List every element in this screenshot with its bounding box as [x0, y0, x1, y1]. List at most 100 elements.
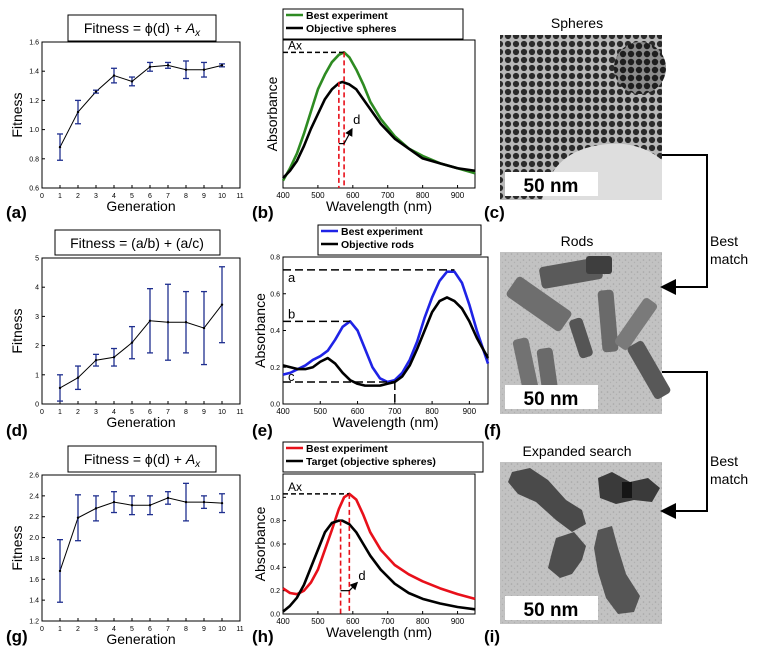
y-tick-label: 1.2 [29, 98, 39, 105]
y-tick-label: 0.8 [270, 255, 280, 262]
x-tick-label: 3 [94, 193, 98, 200]
y-tick-label: 0.0 [270, 402, 280, 409]
x-tick-label: 900 [451, 617, 465, 626]
y-tick-label: 0.6 [29, 186, 39, 193]
best-match-connector-1: Best match [660, 154, 748, 295]
legend-entry: Best experiment [341, 226, 423, 238]
y-tick-label: 1.2 [29, 619, 39, 626]
plot-frame [41, 257, 241, 405]
x-tick-label: 7 [166, 626, 170, 633]
panel-letter: (b) [252, 203, 274, 222]
y-tick-label: 0.6 [270, 542, 280, 549]
data-point [76, 110, 80, 114]
best-match-connector-2: Best match [660, 371, 748, 519]
y-tick-label: 0.8 [29, 156, 39, 163]
plot-frame [282, 39, 476, 189]
x-tick-label: 9 [202, 409, 206, 416]
x-tick-label: 400 [276, 617, 290, 626]
legend-entry: Objective rods [341, 239, 414, 251]
x-tick-label: 600 [346, 191, 360, 200]
arrow-icon [660, 279, 676, 295]
ax-label: Ax [288, 480, 302, 494]
y-tick-label: 1.4 [29, 598, 39, 605]
panel-letter: (e) [252, 421, 273, 440]
x-tick-label: 11 [236, 409, 243, 416]
panel-f: Rods 50 nm (f) [484, 233, 671, 440]
y-tick-label: 5 [35, 256, 39, 263]
formula-text: Fitness = ϕ(d) + Ax [84, 451, 201, 470]
y-tick-label: 4 [35, 285, 39, 292]
x-tick-label: 7 [166, 409, 170, 416]
x-axis-label: Generation [106, 631, 175, 647]
data-point [94, 90, 98, 93]
x-tick-label: 1 [58, 193, 62, 200]
data-point [112, 74, 116, 77]
tem-image-rods: 50 nm [500, 252, 671, 414]
x-tick-label: 8 [184, 409, 188, 416]
x-tick-label: 700 [381, 617, 395, 626]
x-tick-label: 500 [311, 617, 325, 626]
x-tick-label: 2 [76, 193, 80, 200]
data-point [166, 321, 170, 324]
formula-box [67, 445, 217, 473]
d-label: d [358, 568, 365, 583]
tem-title-expanded: Expanded search [523, 443, 632, 459]
data-point [112, 356, 116, 359]
y-tick-label: 0.8 [270, 518, 280, 525]
x-tick-label: 800 [416, 617, 430, 626]
arrow-icon [660, 503, 676, 519]
tem-title-spheres: Spheres [551, 15, 603, 31]
panel-g: Fitness = ϕ(d) + Ax 0 1 2 3 4 5 6 7 8 9 10 11 1.2 1.4… [6, 445, 244, 647]
x-tick-label: 700 [381, 191, 395, 200]
formula-text: Fitness = (a/b) + (a/c) [70, 235, 204, 251]
panel-c: Spheres 50 nm (c) [484, 15, 666, 222]
y-tick-label: 1.6 [29, 577, 39, 584]
y-tick-label: 2.6 [29, 473, 39, 480]
panel-d: Fitness = (a/b) + (a/c) 0 1 2 3 4 5 6 7 8 9 10 11 0 1… [6, 229, 244, 440]
scale-bar-label: 50 nm [524, 176, 579, 197]
x-tick-label: 1 [58, 409, 62, 416]
tem-image-spheres: 50 nm [500, 35, 666, 200]
y-tick-label: 2.0 [29, 535, 39, 542]
formula-text: Fitness = ϕ(d) + Ax [84, 20, 201, 39]
data-point [220, 501, 224, 505]
y-axis-label: Absorbance [252, 293, 268, 368]
x-tick-label: 700 [388, 407, 402, 416]
y-axis-label: Absorbance [264, 76, 280, 151]
data-point [166, 64, 170, 67]
x-axis-label: Generation [106, 414, 175, 430]
d-arrow [348, 581, 359, 592]
x-tick-label: 600 [351, 407, 365, 416]
x-tick-label: 4 [112, 626, 116, 633]
tem-title-rods: Rods [561, 233, 594, 249]
panel-letter: (i) [484, 627, 500, 646]
fitness-plot-a: 0 1 2 3 4 5 6 7 8 9 10 11 0.6 0.8 1.0 1.2 1.4 1.6 Generati… [9, 40, 244, 215]
data-point [202, 500, 206, 504]
legend-entry: Best experiment [306, 10, 388, 22]
absorbance-plot-b: 400 500 600 700 800 900 Wavelength (nm) Absorba… [264, 8, 476, 214]
x-tick-label: 5 [130, 409, 134, 416]
y-tick-label: 2.2 [29, 514, 39, 521]
panel-letter: (f) [484, 421, 501, 440]
data-point [76, 516, 80, 519]
data-point [220, 303, 224, 306]
formula-box [54, 229, 221, 256]
series-line [59, 304, 223, 389]
x-tick-label: 4 [112, 193, 116, 200]
absorbance-plot-h: 400 500 600 700 800 900 0.0 0.2 0.4 0.6 0.8 1.0 Wave… [252, 441, 484, 640]
x-tick-label: 10 [218, 409, 226, 416]
y-tick-label: 1 [35, 372, 39, 379]
series-line [282, 80, 476, 180]
y-tick-label: 2.4 [29, 493, 39, 500]
panel-h: 400 500 600 700 800 900 0.0 0.2 0.4 0.6 0.8 1.0 Wave… [252, 441, 484, 646]
legend-frame [282, 8, 464, 40]
c-label: c [288, 369, 295, 384]
x-tick-label: 400 [276, 191, 290, 200]
plot-frame [41, 41, 241, 189]
x-tick-label: 900 [451, 191, 465, 200]
legend-frame [317, 224, 482, 256]
b-label: b [288, 306, 295, 321]
